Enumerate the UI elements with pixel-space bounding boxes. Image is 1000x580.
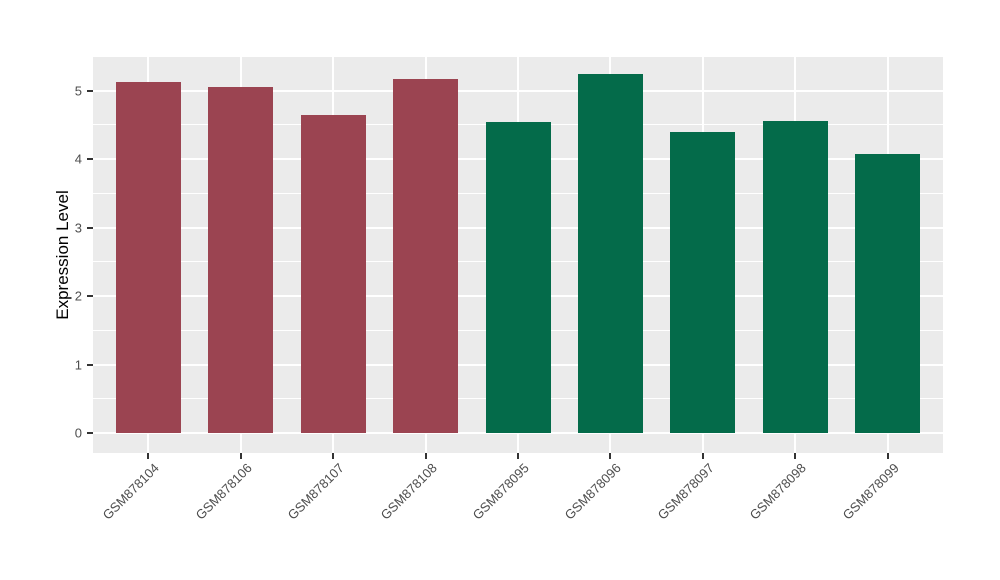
bar-gsm878107 xyxy=(300,115,366,433)
bar-gsm878098 xyxy=(762,120,828,433)
bar-gsm878099 xyxy=(855,153,921,433)
y-tick-label: 5 xyxy=(74,83,82,99)
x-tick-mark xyxy=(239,453,242,459)
bar-gsm878104 xyxy=(115,82,181,433)
y-tick-mark xyxy=(87,295,93,298)
y-tick-mark xyxy=(87,363,93,366)
y-tick-mark xyxy=(87,89,93,92)
x-tick-label: GSM878108 xyxy=(377,460,440,523)
bar-gsm878096 xyxy=(577,74,643,433)
x-tick-mark xyxy=(886,453,889,459)
x-tick-mark xyxy=(332,453,335,459)
bar-gsm878097 xyxy=(670,132,736,433)
y-tick-label: 1 xyxy=(74,357,82,373)
y-tick-mark xyxy=(87,226,93,229)
y-tick-label: 3 xyxy=(74,220,82,236)
y-tick-label: 4 xyxy=(74,151,82,167)
x-tick-label: GSM878099 xyxy=(839,460,902,523)
x-tick-mark xyxy=(701,453,704,459)
bar-gsm878095 xyxy=(485,121,551,433)
x-tick-label: GSM878096 xyxy=(562,460,625,523)
x-tick-mark xyxy=(609,453,612,459)
x-tick-mark xyxy=(794,453,797,459)
x-tick-mark xyxy=(147,453,150,459)
y-tick-label: 2 xyxy=(74,288,82,304)
x-tick-label: GSM878097 xyxy=(654,460,717,523)
chart-panel xyxy=(93,57,943,453)
x-tick-label: GSM878098 xyxy=(746,460,810,523)
x-tick-mark xyxy=(424,453,427,459)
x-tick-label: GSM878106 xyxy=(192,460,255,523)
x-tick-label: GSM878104 xyxy=(100,460,163,523)
x-tick-label: GSM878095 xyxy=(469,460,532,523)
bar-gsm878106 xyxy=(208,86,274,433)
y-tick-mark xyxy=(87,432,93,434)
bar-gsm878108 xyxy=(393,79,459,433)
y-tick-label: 0 xyxy=(74,425,82,441)
x-tick-mark xyxy=(517,453,519,459)
y-tick-mark xyxy=(87,158,93,161)
x-tick-label: GSM878107 xyxy=(284,460,348,523)
